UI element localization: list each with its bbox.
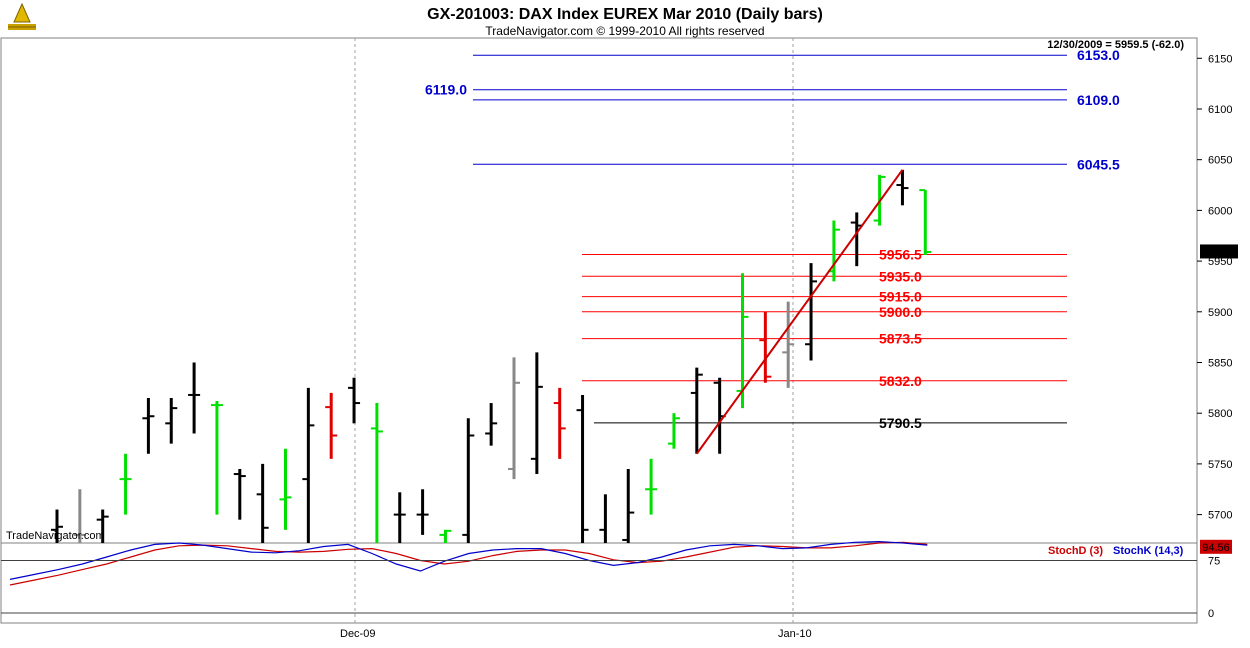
ohlc-bar	[805, 263, 818, 361]
price-tick-label: 5900	[1208, 307, 1232, 319]
last-price-label: 5959.5	[1202, 246, 1236, 258]
price-tick-label: 5850	[1208, 357, 1232, 369]
chart-title: GX-201003: DAX Index EUREX Mar 2010 (Dai…	[427, 6, 823, 23]
ohlc-bar	[210, 401, 223, 515]
ohlc-bar	[896, 169, 909, 206]
stoch-series-line	[9, 541, 928, 586]
ohlc-bar	[416, 489, 429, 535]
ohlc-bar	[302, 387, 315, 543]
price-tick-label: 6100	[1208, 104, 1232, 116]
ohlc-bar	[462, 418, 475, 543]
ohlc-bar	[142, 397, 155, 454]
stoch-series-line	[9, 540, 928, 580]
stoch-tick-label: 75	[1208, 556, 1220, 568]
price-tick-label: 5750	[1208, 459, 1232, 471]
last-price-box	[1200, 244, 1238, 259]
price-tick-label: 6000	[1208, 205, 1232, 217]
stochastic-panel	[0, 542, 1198, 624]
level-label: 6119.0	[425, 82, 467, 98]
ohlc-bar	[439, 529, 452, 543]
last-price-marker: 5959.5	[1200, 244, 1238, 259]
ohlc-bar	[576, 394, 589, 543]
price-tick-label: 5800	[1208, 408, 1232, 420]
ohlc-bar	[370, 403, 383, 543]
price-bars	[51, 169, 932, 543]
trend-line-segment	[695, 169, 904, 455]
ohlc-bar	[759, 311, 772, 383]
ohlc-bar	[553, 387, 566, 459]
tradenavigator-logo-icon	[8, 2, 36, 30]
last-price-info: 12/30/2009 = 5959.5 (-62.0)	[1047, 39, 1184, 51]
ohlc-bar	[279, 448, 292, 530]
vertical-gridlines	[354, 38, 794, 623]
level-label: 5900.0	[879, 304, 922, 320]
stochastic-lines	[9, 540, 928, 586]
stoch-value-label: 94.56	[1202, 542, 1230, 554]
ohlc-bar	[73, 489, 86, 543]
price-tick-label: 6050	[1208, 155, 1232, 167]
ohlc-bar	[348, 377, 361, 424]
ohlc-bar	[119, 453, 132, 515]
ohlc-bar	[165, 397, 178, 444]
chart-subtitle: TradeNavigator.com © 1999-2010 All right…	[485, 24, 764, 38]
ohlc-bar	[393, 492, 406, 543]
ohlc-bar	[645, 458, 658, 515]
ohlc-bar	[51, 509, 63, 543]
level-label: 5935.0	[879, 268, 922, 284]
level-label: 6109.0	[1077, 92, 1120, 108]
ohlc-bar	[599, 494, 607, 543]
stoch-value-box	[1200, 539, 1232, 554]
trend-line	[695, 169, 904, 455]
ohlc-bar	[690, 367, 703, 454]
price-tick-label: 5700	[1208, 510, 1232, 522]
ohlc-bar	[325, 392, 338, 459]
level-label: 6045.5	[1077, 156, 1120, 172]
level-label: 6153.0	[1077, 47, 1120, 63]
ohlc-bar	[233, 468, 246, 520]
level-label: 5873.5	[879, 331, 922, 347]
ohlc-bar	[256, 463, 269, 543]
ohlc-bar	[667, 413, 680, 449]
stoch-tick-label: 0	[1208, 608, 1214, 620]
ohlc-bar	[188, 362, 201, 434]
date-label: Jan-10	[778, 628, 812, 640]
price-axis: 5700 5750 5800 5850 5900 5950 6000 6050 6100 6150	[1197, 53, 1232, 522]
ohlc-bar	[782, 301, 795, 388]
ohlc-bar	[96, 509, 109, 543]
price-panel	[0, 37, 1198, 544]
level-label: 5790.5	[879, 415, 922, 431]
watermark: TradeNavigator.com	[6, 530, 105, 542]
ohlc-bar	[530, 352, 543, 475]
legend-stochd: StochD (3)	[1048, 545, 1103, 557]
date-axis: Dec-09 Jan-10	[340, 628, 812, 640]
ohlc-bar	[622, 468, 635, 543]
price-tick-label: 6150	[1208, 53, 1232, 65]
level-label: 5832.0	[879, 373, 922, 389]
date-label: Dec-09	[340, 628, 375, 640]
ohlc-bar	[508, 357, 520, 480]
level-label: 5956.5	[879, 247, 922, 263]
price-levels: 6153.0 6119.0 6109.0 6045.5 5956.5 5935.0 5915…	[425, 47, 1120, 431]
legend-stochk: StochK (14,3)	[1113, 545, 1184, 557]
stochastic-axis: 0 75 94.56	[1, 539, 1232, 620]
price-tick-label: 5950	[1208, 256, 1232, 268]
ohlc-bar	[919, 189, 932, 256]
ohlc-bar	[485, 403, 498, 446]
level-label: 5915.0	[879, 289, 922, 305]
